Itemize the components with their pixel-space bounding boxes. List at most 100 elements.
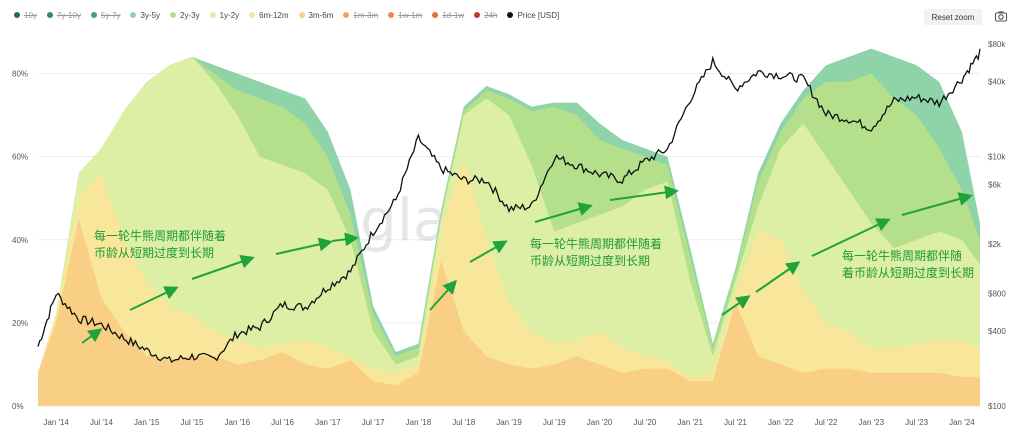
annotation-arrow <box>81 328 103 344</box>
x-tick-label: Jul '17 <box>362 418 385 427</box>
legend-item[interactable]: Price [USD] <box>507 11 559 20</box>
legend-swatch <box>249 12 256 18</box>
legend-label: 2y-3y <box>180 10 200 20</box>
y2-tick-label: $800 <box>988 289 1006 298</box>
annotation-arrow <box>331 232 359 247</box>
y2-tick-label: $80k <box>988 40 1006 49</box>
legend-item[interactable]: 1m-3m <box>343 11 378 20</box>
annotation-text: 每一轮牛熊周期都伴随着 <box>94 228 226 243</box>
x-tick-label: Jan '17 <box>315 418 341 427</box>
y-tick-label: 40% <box>12 236 28 245</box>
legend-label: 24h <box>484 10 498 20</box>
legend-swatch <box>14 12 20 18</box>
legend-swatch <box>209 12 216 18</box>
y-tick-label: 0% <box>12 402 24 411</box>
legend-swatch <box>298 12 305 18</box>
y-tick-label: 20% <box>12 319 28 328</box>
annotation-arrow <box>721 295 751 316</box>
legend-label: 1m-3m <box>353 10 379 20</box>
x-tick-label: Jan '20 <box>587 418 613 427</box>
legend-label: 1d-1w <box>442 10 465 20</box>
y2-tick-label: $400 <box>988 327 1006 336</box>
x-tick-label: Jul '21 <box>724 418 747 427</box>
legend-label: 10y <box>24 10 37 20</box>
y2-tick-label: $100 <box>988 402 1006 411</box>
legend-item[interactable]: 3y-5y <box>130 11 160 20</box>
legend-swatch <box>474 12 481 18</box>
y2-tick-label: $40k <box>988 78 1006 87</box>
legend-item[interactable]: 7y-10y <box>46 10 81 20</box>
legend-label: 1y-2y <box>219 10 240 20</box>
legend-label: 7y-10y <box>56 10 81 20</box>
legend-item[interactable]: 6m-12m <box>249 10 289 20</box>
legend-item[interactable]: 2y-3y <box>170 11 200 20</box>
x-tick-label: Jan '22 <box>768 418 794 427</box>
x-tick-label: Jul '15 <box>181 418 204 427</box>
area-series <box>38 48 980 407</box>
y-tick-label: 80% <box>12 70 28 79</box>
legend-label: Price [USD] <box>517 10 560 20</box>
legend-item[interactable]: 1w-1m <box>388 11 422 20</box>
legend-label: 1w-1m <box>398 10 423 20</box>
x-tick-label: Jan '19 <box>496 418 522 427</box>
legend-item[interactable]: 5y-7y <box>90 10 121 20</box>
camera-icon[interactable] <box>994 9 1008 23</box>
x-tick-label: Jan '15 <box>134 418 160 427</box>
annotation-arrow <box>755 261 801 293</box>
price-series <box>37 48 981 363</box>
legend-label: 3m-6m <box>308 10 334 20</box>
legend-item[interactable]: 3m-6m <box>298 10 334 20</box>
annotation-arrow <box>534 202 593 223</box>
x-tick-label: Jan '18 <box>406 418 432 427</box>
area-3m-6m <box>38 219 980 406</box>
legend-swatch <box>130 12 137 18</box>
legend-swatch <box>46 12 53 18</box>
legend-label: 6m-12m <box>259 10 289 20</box>
legend-label: 5y-7y <box>100 10 121 20</box>
legend-swatch <box>388 12 395 18</box>
annotation-text: 每一轮牛熊周期都伴随 <box>842 248 962 263</box>
annotation-arrow <box>609 185 679 201</box>
reset-zoom-button[interactable]: Reset zoom <box>924 9 982 25</box>
x-tick-label: Jan '16 <box>224 418 250 427</box>
legend-swatch <box>170 12 177 18</box>
y-tick-label: 60% <box>12 153 28 162</box>
x-tick-label: Jan '24 <box>949 418 975 427</box>
chart-legend: 10y 7y-10y 5y-7y 3y-5y 2y-3y 1y-2y 6m-12m 3m-6m… <box>14 6 569 24</box>
annotations: 每一轮牛熊周期都伴随着币龄从短期过度到长期每一轮牛熊周期都伴随着币龄从短期过度到… <box>81 185 974 344</box>
legend-label: 3y-5y <box>140 10 161 20</box>
legend-item[interactable]: 1d-1w <box>432 11 464 20</box>
annotation-arrow <box>429 279 457 311</box>
y2-tick-label: $6k <box>988 180 1002 189</box>
legend-swatch <box>507 12 514 18</box>
annotation-arrow <box>129 286 179 311</box>
annotation-arrow <box>901 192 973 216</box>
x-tick-label: Jul '14 <box>90 418 113 427</box>
x-tick-label: Jul '23 <box>905 418 928 427</box>
annotation-arrow <box>469 240 508 263</box>
legend-item[interactable]: 24h <box>474 11 497 20</box>
x-tick-label: Jul '19 <box>543 418 566 427</box>
legend-swatch <box>343 12 350 18</box>
annotation-arrow <box>811 218 891 257</box>
y2-axis: $100 $400 $800 $2k $6k $10k $40k $80k <box>988 40 1006 411</box>
annotation-text: 着币龄从短期过度到长期 <box>842 265 974 280</box>
annotation-text: 每一轮牛熊周期都伴随着 <box>530 236 662 251</box>
annotation-text: 币龄从短期过度到长期 <box>530 253 650 268</box>
y2-tick-label: $2k <box>988 240 1002 249</box>
legend-swatch <box>432 12 439 18</box>
x-tick-label: Jan '23 <box>859 418 885 427</box>
x-tick-label: Jul '20 <box>633 418 656 427</box>
x-axis: Jan '14 Jul '14 Jan '15 Jul '15 Jan '16 Jul '… <box>43 418 975 427</box>
x-tick-label: Jul '18 <box>452 418 475 427</box>
x-tick-label: Jul '16 <box>271 418 294 427</box>
legend-item[interactable]: 1y-2y <box>209 10 240 20</box>
annotation-arrow <box>191 255 255 280</box>
x-tick-label: Jan '21 <box>677 418 703 427</box>
legend-item[interactable]: 10y <box>14 11 37 20</box>
y2-tick-label: $10k <box>988 153 1006 162</box>
price-line <box>37 48 981 363</box>
annotation-arrow <box>275 237 333 255</box>
x-tick-label: Jul '22 <box>815 418 838 427</box>
